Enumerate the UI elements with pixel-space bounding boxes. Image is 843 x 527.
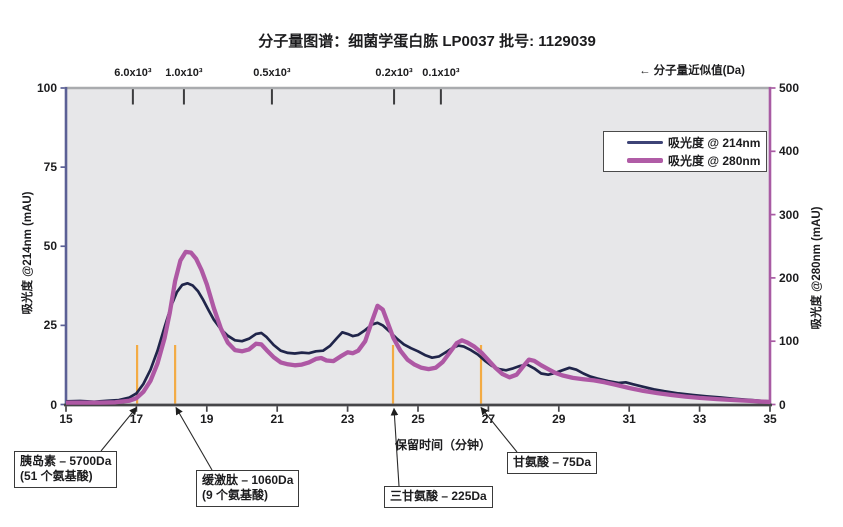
x-tick-label: 17 xyxy=(129,412,144,426)
y-right-tick-label: 200 xyxy=(779,270,800,285)
y-left-tick-label: 50 xyxy=(43,239,57,254)
legend-item: 吸光度 @ 280nm xyxy=(627,154,766,168)
legend-line-sample xyxy=(627,158,663,163)
y-left-tick-label: 0 xyxy=(50,397,57,412)
annotation-box: 甘氨酸 – 75Da xyxy=(507,452,598,474)
y-left-tick-label: 25 xyxy=(43,318,57,333)
curve-214nm xyxy=(66,281,770,404)
annotation-box: 胰岛素 – 5700Da (51 个氨基酸) xyxy=(14,451,118,488)
x-tick-label: 27 xyxy=(481,412,496,426)
x-tick-label: 25 xyxy=(411,412,425,426)
annotation-text: (9 个氨基酸) xyxy=(202,488,269,502)
x-tick-label: 19 xyxy=(200,412,214,426)
right-axis-title: 吸光度 @280nm (mAU) xyxy=(811,206,823,330)
y-right-tick-label: 500 xyxy=(779,81,800,95)
x-tick-label: 33 xyxy=(692,412,707,426)
annotation-leader-line xyxy=(390,407,400,487)
y-left-tick-label: 100 xyxy=(36,81,57,95)
mw-tick-label: 6.0x10³ xyxy=(114,67,152,79)
x-tick-label: 15 xyxy=(59,412,73,426)
mw-tick-label: 0.2x10³ xyxy=(375,67,413,79)
y-right-tick-label: 0 xyxy=(779,397,786,412)
y-right-tick-label: 100 xyxy=(779,334,800,349)
left-axis-title: 吸光度 @214nm (mAU) xyxy=(22,191,34,315)
legend-line-sample xyxy=(627,141,663,144)
annotation-leader-line xyxy=(480,406,518,453)
annotation-text: 缓激肽 – 1060Da xyxy=(202,473,294,487)
x-tick-label: 31 xyxy=(622,412,636,426)
y-right-tick-label: 300 xyxy=(779,207,800,222)
x-tick-label: 29 xyxy=(552,412,566,426)
x-axis-label: 保留时间（分钟） xyxy=(394,438,492,452)
annotation-text: 甘氨酸 – 75Da xyxy=(513,455,592,469)
annotation-box: 缓激肽 – 1060Da (9 个氨基酸) xyxy=(196,470,300,507)
x-tick-label: 35 xyxy=(763,412,777,426)
annotation-leader-line xyxy=(175,406,213,471)
annotation-leader-line xyxy=(100,406,137,452)
legend: 吸光度 @ 214nm 吸光度 @ 280nm xyxy=(603,131,767,172)
legend-label: 吸光度 @ 214nm xyxy=(668,136,761,150)
annotation-box: 三甘氨酸 – 225Da xyxy=(384,486,493,508)
mw-tick-label: 1.0x10³ xyxy=(165,67,203,79)
annotation-text: 三甘氨酸 – 225Da xyxy=(390,489,487,503)
curve-280nm xyxy=(66,249,770,405)
y-right-tick-label: 400 xyxy=(779,144,800,159)
chart-title: 分子量图谱：细菌学蛋白胨 LP0037 批号: 1129039 xyxy=(258,33,596,50)
x-tick-label: 23 xyxy=(340,412,355,426)
legend-label: 吸光度 @ 280nm xyxy=(668,154,761,168)
annotation-text: (51 个氨基酸) xyxy=(20,469,93,483)
legend-item: 吸光度 @ 214nm xyxy=(627,136,766,150)
x-tick-label: 21 xyxy=(270,412,284,426)
molecular-weight-note: ← 分子量近似值(Da) xyxy=(638,65,745,77)
y-left-tick-label: 75 xyxy=(43,160,57,175)
annotation-text: 胰岛素 – 5700Da xyxy=(20,454,112,468)
mw-tick-label: 0.5x10³ xyxy=(253,67,291,79)
mw-tick-label: 0.1x10³ xyxy=(422,67,460,79)
